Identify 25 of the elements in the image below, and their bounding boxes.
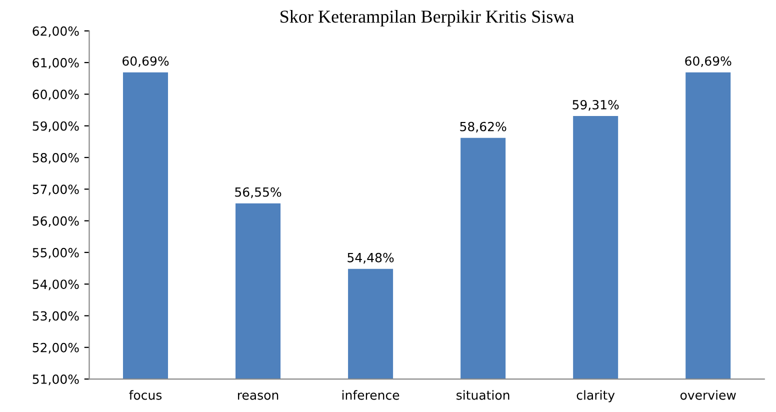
- x-tick-label: focus: [129, 390, 162, 400]
- y-tick-label: 52,00%: [32, 342, 79, 354]
- x-tick-label: inference: [342, 390, 400, 400]
- data-label: 59,31%: [572, 100, 619, 111]
- y-tick-label: 56,00%: [32, 216, 79, 227]
- y-tick-label: 57,00%: [32, 184, 79, 196]
- x-tick-label: situation: [456, 390, 510, 400]
- x-tick-label: reason: [238, 392, 278, 400]
- data-label: 60,69%: [685, 56, 732, 68]
- data-label: 54,48%: [348, 252, 394, 264]
- y-tick-label: 58,00%: [32, 152, 79, 164]
- y-tick-label: 59,00%: [32, 121, 79, 132]
- data-label: 58,62%: [460, 122, 506, 133]
- x-tick-label: overview: [680, 390, 736, 400]
- y-tick-label: 51,00%: [32, 374, 79, 386]
- chart-title: Skor Keterampilan Berpikir Kritis Siswa: [280, 10, 574, 26]
- y-tick-label: 55,00%: [32, 248, 79, 259]
- y-tick-label: 60,00%: [32, 90, 79, 100]
- y-tick-label: 61,00%: [32, 58, 79, 69]
- data-label: 56,55%: [235, 187, 282, 198]
- y-tick-label: 54,00%: [32, 280, 79, 290]
- data-label: 60,69%: [122, 56, 169, 68]
- x-tick-label: clarity: [576, 390, 615, 402]
- y-tick-label: 53,00%: [32, 311, 79, 322]
- y-tick-label: 62,00%: [32, 26, 79, 38]
